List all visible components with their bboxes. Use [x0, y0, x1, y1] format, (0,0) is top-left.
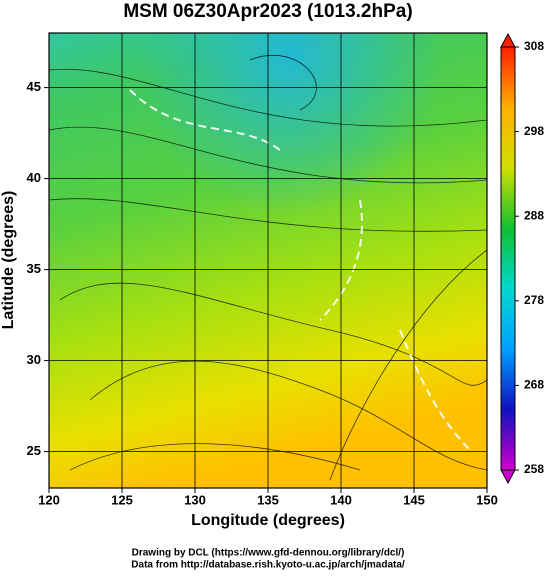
footer-line: Drawing by DCL (https://www.gfd-dennou.o… — [132, 548, 405, 559]
x-tick-label: 145 — [403, 492, 425, 507]
x-tick-label: 125 — [111, 492, 133, 507]
x-tick-label: 130 — [184, 492, 206, 507]
y-tick-label: 25 — [27, 443, 41, 458]
colorbar-extend-bottom — [500, 469, 516, 485]
colorbar-tick-label: 268 — [524, 378, 544, 392]
footer-line: Data from http://database.rish.kyoto-u.a… — [131, 560, 405, 571]
x-tick-label: 140 — [330, 492, 352, 507]
y-tick-label: 35 — [27, 261, 41, 276]
colorbar-extend-top — [500, 32, 516, 48]
colorbar-tick-label: 258 — [524, 462, 544, 476]
chart-title: MSM 06Z30Apr2023 (1013.2hPa) — [123, 1, 412, 22]
x-tick-label: 135 — [257, 492, 279, 507]
colorbar-tick-label: 308 — [524, 39, 544, 53]
y-tick-label: 45 — [27, 79, 41, 94]
y-tick-label: 40 — [27, 170, 41, 185]
x-tick-label: 150 — [476, 492, 498, 507]
y-axis-label: Latitude (degrees) — [0, 191, 17, 330]
x-tick-label: 120 — [38, 492, 60, 507]
x-axis-label: Longitude (degrees) — [191, 512, 345, 529]
colorbar-tick-label: 278 — [524, 293, 544, 307]
colorbar-tick-label: 288 — [524, 208, 544, 222]
y-tick-label: 30 — [27, 352, 41, 367]
colorbar — [500, 46, 516, 471]
colorbar-tick-label: 298 — [524, 124, 544, 138]
